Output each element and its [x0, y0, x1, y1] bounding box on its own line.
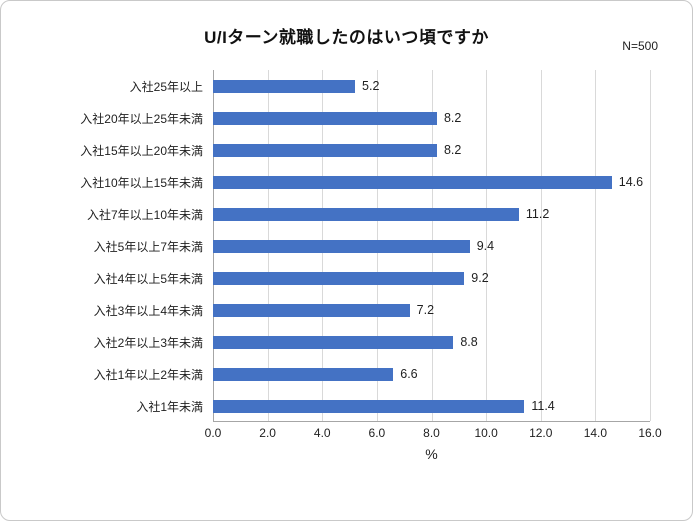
- value-label: 6.6: [400, 367, 418, 381]
- x-tick-label: 10.0: [474, 426, 498, 440]
- value-label: 7.2: [416, 303, 435, 317]
- bar-track: 11.2: [213, 198, 650, 230]
- value-label: 11.4: [531, 399, 555, 413]
- x-tick-label: 6.0: [368, 426, 386, 440]
- value-label: 8.8: [460, 335, 478, 349]
- category-label: 入社4年以上5年未満: [93, 271, 203, 286]
- bar: [213, 303, 410, 317]
- category-label: 入社20年以上25年未満: [80, 111, 203, 126]
- gridline: [650, 70, 651, 421]
- x-tick-label: 12.0: [529, 426, 553, 440]
- bar: [213, 207, 519, 221]
- x-tick-label: 4.0: [313, 426, 331, 440]
- x-axis-label-row: %: [23, 446, 670, 462]
- bar-track: 7.2: [213, 294, 650, 326]
- bar-track: 11.4: [213, 390, 650, 422]
- bar-row: 入社20年以上25年未満 8.2: [23, 102, 670, 134]
- x-ticks: 0.0 2.0 4.0 6.0 8.0 10.0 12.0 14.0 16.0: [205, 422, 662, 442]
- bar-track: 5.2: [213, 70, 650, 102]
- bar-row: 入社10年以上15年未満 14.6: [23, 166, 670, 198]
- x-axis: 0.0 2.0 4.0 6.0 8.0 10.0 12.0 14.0 16.0: [23, 422, 670, 442]
- category-label: 入社3年以上4年未満: [93, 303, 203, 318]
- value-label: 14.6: [618, 175, 644, 189]
- bar: [213, 111, 437, 125]
- category-label: 入社2年以上3年未満: [93, 335, 203, 350]
- bar-row: 入社4年以上5年未満 9.2: [23, 262, 670, 294]
- x-tick-label: 2.0: [259, 426, 276, 440]
- value-label: 11.2: [525, 207, 550, 221]
- bar-row: 入社5年以上7年未満 9.4: [23, 230, 670, 262]
- bar-row: 入社1年以上2年未満 6.6: [23, 358, 670, 390]
- bar-row: 入社1年未満 11.4: [23, 390, 670, 422]
- x-tick-label: 16.0: [638, 426, 662, 440]
- category-label: 入社1年以上2年未満: [93, 367, 203, 382]
- bar-chart: 入社25年以上 5.2 入社20年以上25年未満 8.2 入社15年以上20年未満 8.2…: [23, 70, 670, 462]
- bar-track: 8.2: [213, 102, 650, 134]
- bar: [213, 175, 612, 189]
- bar: [213, 79, 356, 93]
- category-label: 入社10年以上15年未満: [80, 175, 203, 190]
- x-axis-label: %: [425, 446, 438, 462]
- category-label: 入社15年以上20年未満: [80, 143, 203, 158]
- value-label: 9.2: [471, 271, 489, 285]
- value-label: 8.2: [443, 143, 462, 157]
- bar-track: 8.2: [213, 134, 650, 166]
- category-label: 入社5年以上7年未満: [93, 239, 203, 254]
- value-label: 9.4: [476, 239, 495, 253]
- category-label: 入社1年未満: [136, 399, 203, 414]
- chart-title: U/Iターン就職したのはいつ頃ですか: [204, 28, 489, 47]
- bar: [213, 399, 525, 413]
- bar-row: 入社15年以上20年未満 8.2: [23, 134, 670, 166]
- bar-row: 入社3年以上4年未満 7.2: [23, 294, 670, 326]
- bar-rows: 入社25年以上 5.2 入社20年以上25年未満 8.2 入社15年以上20年未満 8.2…: [23, 70, 670, 422]
- axis-spacer: [23, 422, 213, 442]
- gridline: [540, 70, 542, 421]
- category-label: 入社7年以上10年未満: [86, 207, 203, 222]
- sample-size-label: N=500: [622, 39, 658, 53]
- bar: [213, 335, 454, 349]
- bar: [213, 367, 394, 381]
- bar: [213, 143, 437, 157]
- bar: [213, 271, 465, 285]
- x-tick-label: 0.0: [204, 426, 222, 440]
- value-label: 5.2: [362, 79, 380, 93]
- value-label: 8.2: [443, 111, 462, 125]
- bar-row: 入社25年以上 5.2: [23, 70, 670, 102]
- gridline: [486, 70, 488, 421]
- bar-track: 6.6: [213, 358, 650, 390]
- bar: [213, 239, 470, 253]
- gridline: [595, 70, 597, 421]
- x-tick-label: 14.0: [583, 426, 608, 440]
- bar-track: 14.6: [213, 166, 650, 198]
- category-label: 入社25年以上: [129, 79, 203, 94]
- bar-row: 入社7年以上10年未満 11.2: [23, 198, 670, 230]
- bar-track: 9.2: [213, 262, 650, 294]
- axis-spacer: [23, 446, 213, 462]
- bar-row: 入社2年以上3年未満 8.8: [23, 326, 670, 358]
- bar-track: 9.4: [213, 230, 650, 262]
- bar-track: 8.8: [213, 326, 650, 358]
- x-tick-label: 8.0: [423, 426, 440, 440]
